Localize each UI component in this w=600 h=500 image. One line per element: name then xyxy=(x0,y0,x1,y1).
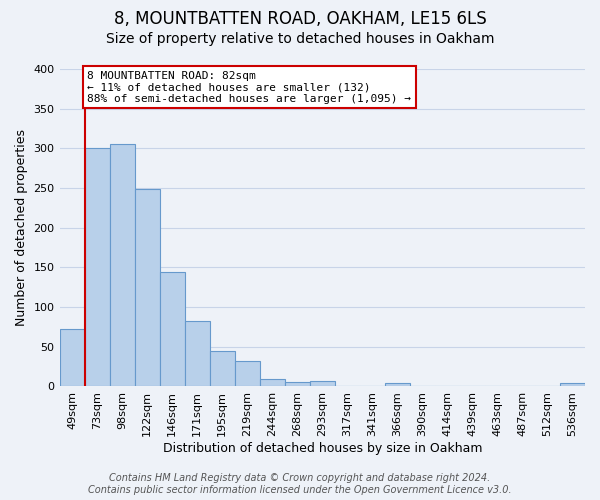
Bar xyxy=(285,382,310,386)
X-axis label: Distribution of detached houses by size in Oakham: Distribution of detached houses by size … xyxy=(163,442,482,455)
Bar xyxy=(385,384,410,386)
Y-axis label: Number of detached properties: Number of detached properties xyxy=(15,129,28,326)
Text: 8, MOUNTBATTEN ROAD, OAKHAM, LE15 6LS: 8, MOUNTBATTEN ROAD, OAKHAM, LE15 6LS xyxy=(113,10,487,28)
Bar xyxy=(185,322,209,386)
Text: Size of property relative to detached houses in Oakham: Size of property relative to detached ho… xyxy=(106,32,494,46)
Bar xyxy=(209,350,235,386)
Bar xyxy=(235,361,260,386)
Text: Contains HM Land Registry data © Crown copyright and database right 2024.
Contai: Contains HM Land Registry data © Crown c… xyxy=(88,474,512,495)
Bar xyxy=(134,189,160,386)
Bar xyxy=(560,384,585,386)
Bar xyxy=(160,272,185,386)
Bar xyxy=(85,148,110,386)
Bar xyxy=(59,328,85,386)
Text: 8 MOUNTBATTEN ROAD: 82sqm
← 11% of detached houses are smaller (132)
88% of semi: 8 MOUNTBATTEN ROAD: 82sqm ← 11% of detac… xyxy=(87,70,411,104)
Bar xyxy=(310,381,335,386)
Bar xyxy=(260,378,285,386)
Bar xyxy=(110,144,134,386)
